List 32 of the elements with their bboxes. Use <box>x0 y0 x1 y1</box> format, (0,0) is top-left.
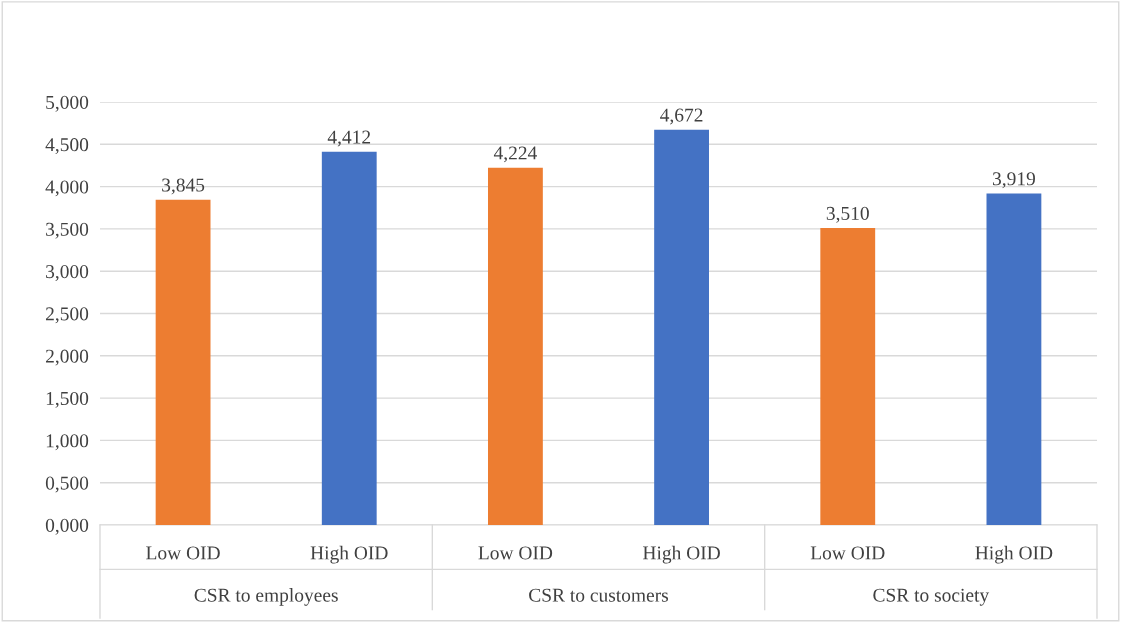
data-label: 3,510 <box>826 206 869 223</box>
data-label: 3,845 <box>162 178 205 195</box>
y-tick-label: 5,000 <box>46 95 89 112</box>
y-tick-label: 0,500 <box>45 476 89 493</box>
y-tick-label: 1,500 <box>46 391 89 408</box>
data-label: 4,412 <box>327 130 371 147</box>
bar <box>986 193 1042 525</box>
x-tick-label: Low OID <box>478 546 553 560</box>
y-tick-label: 0,000 <box>45 518 89 535</box>
x-tick-label: High OID <box>642 545 720 564</box>
bar <box>820 228 876 525</box>
x-tick-label: Low OID <box>810 546 885 560</box>
data-label: 4,672 <box>660 108 703 125</box>
x-tick-label: High OID <box>310 545 388 564</box>
bar <box>321 151 377 525</box>
y-tick-label: 3,500 <box>46 222 89 239</box>
bar <box>488 167 543 525</box>
x-tick-label: Low OID <box>146 546 220 560</box>
y-tick-label: 4,000 <box>45 180 89 197</box>
data-label: 4,224 <box>493 146 537 163</box>
data-label: 3,919 <box>992 172 1035 189</box>
bar <box>654 129 709 525</box>
y-tick-label: 4,500 <box>45 138 89 155</box>
text: CSR to customers <box>529 588 669 602</box>
text: CSR to employees <box>194 588 338 606</box>
bar <box>155 199 211 525</box>
y-tick-label: 3,000 <box>46 265 89 281</box>
x-tick-label: High OID <box>975 545 1053 564</box>
y-tick-label: 2,500 <box>45 307 89 324</box>
text: CSR to society <box>873 588 990 606</box>
y-tick-label: 2,000 <box>45 349 89 366</box>
y-tick-label: 1,000 <box>46 434 89 451</box>
